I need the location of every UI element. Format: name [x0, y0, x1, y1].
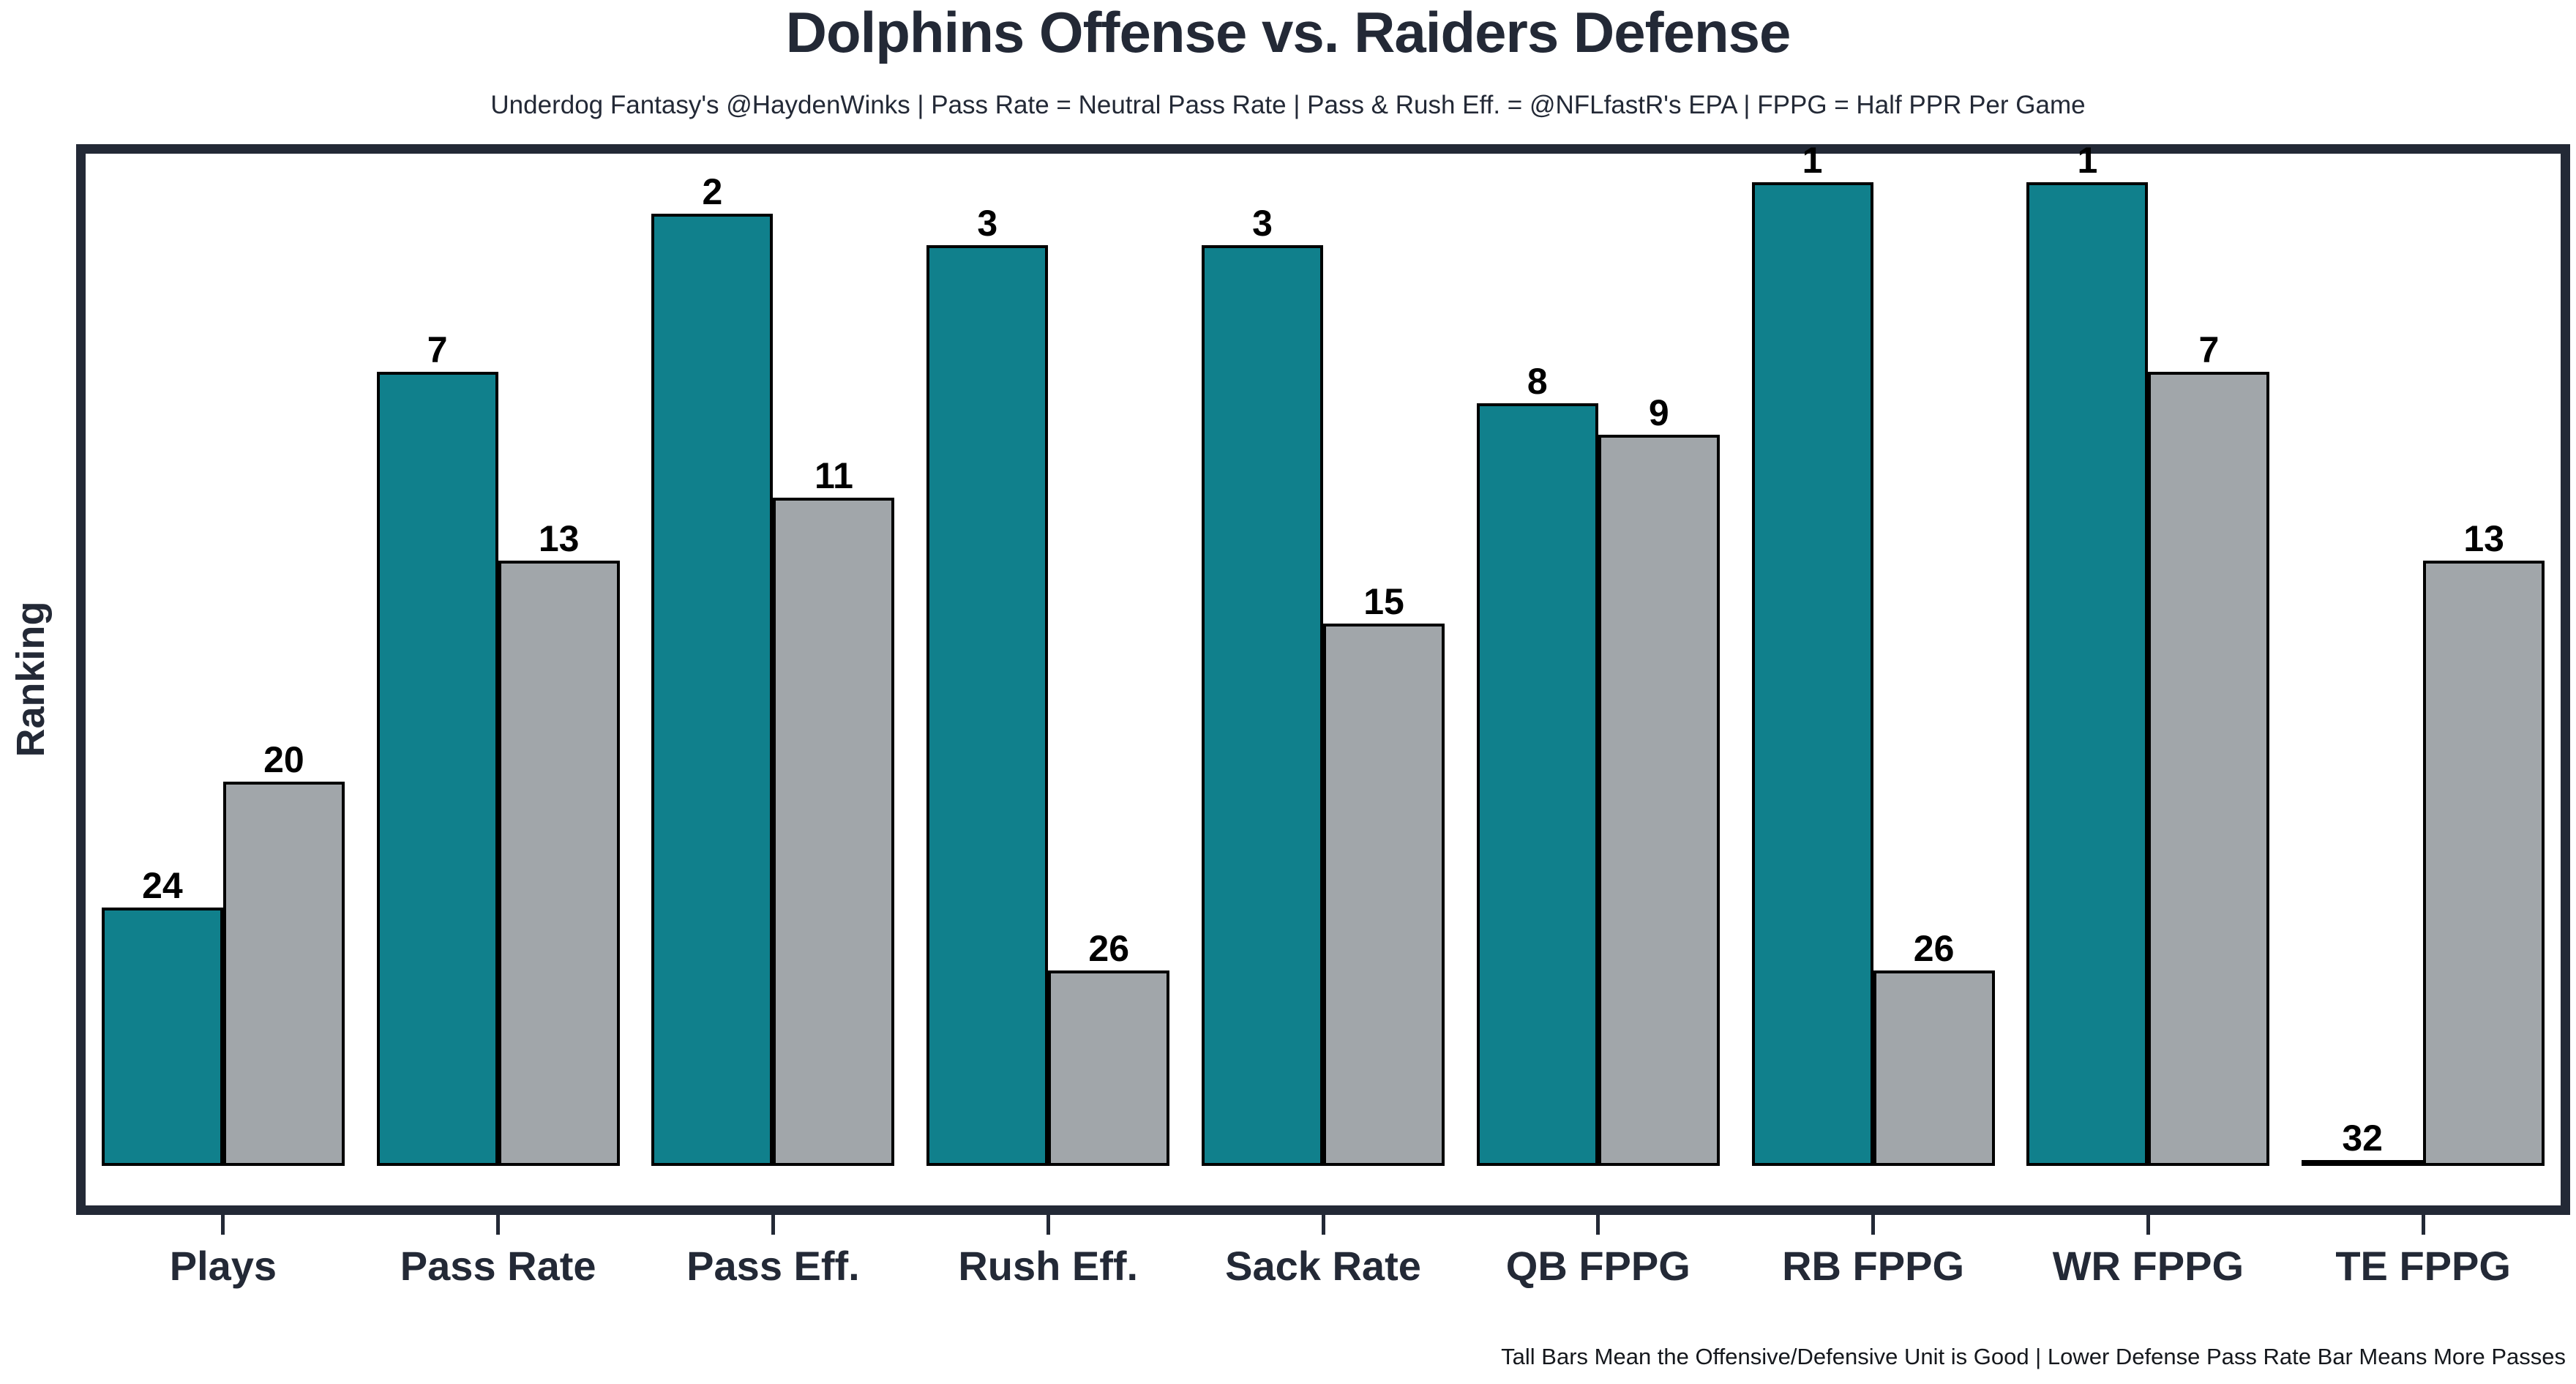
x-tick [221, 1215, 225, 1235]
offense-bar: 3 [1202, 205, 1324, 1166]
x-axis-label: Plays [169, 1243, 277, 1289]
bar-group: 1 26 [1736, 142, 2011, 1166]
bar-group: 3 26 [910, 188, 1186, 1166]
offense-bar: 3 [926, 205, 1049, 1166]
offense-bar: 32 [2302, 1120, 2424, 1166]
bar-value-label: 13 [2463, 518, 2504, 559]
bar-group: 3 15 [1186, 188, 1461, 1166]
x-axis-labels: Plays Pass Rate Pass Eff. Rush Eff. Sack Rat… [86, 1243, 2561, 1290]
x-axis-label: TE FPPG [2335, 1243, 2511, 1289]
x-axis-label: Sack Rate [1225, 1243, 1421, 1289]
footer-note: Tall Bars Mean the Offensive/Defensive U… [1501, 1344, 2566, 1369]
bar-group: 2 11 [636, 173, 911, 1166]
bar-group: 32 13 [2285, 188, 2561, 1166]
x-axis-label: Pass Rate [400, 1243, 596, 1289]
defense-bar: 15 [1323, 583, 1445, 1166]
x-tick [771, 1215, 775, 1235]
bar-value-label: 3 [977, 203, 998, 244]
bar-value-label: 32 [2342, 1118, 2383, 1159]
bar-value-label: 3 [1252, 203, 1273, 244]
bar-value-label: 9 [1648, 392, 1669, 433]
defense-bar: 26 [1048, 930, 1170, 1166]
offense-bar: 2 [651, 173, 774, 1166]
x-axis-label: Pass Eff. [686, 1243, 860, 1289]
defense-bar: 13 [498, 520, 620, 1166]
bar-group: 7 13 [361, 188, 636, 1166]
chart-subtitle: Underdog Fantasy's @HaydenWinks | Pass R… [490, 91, 2086, 119]
bar-value-label: 20 [263, 739, 304, 780]
offense-bar: 8 [1476, 363, 1598, 1166]
x-tick [2421, 1215, 2425, 1235]
x-axis-label: WR FPPG [2052, 1243, 2244, 1289]
bar-value-label: 15 [1363, 581, 1404, 622]
bar-value-label: 26 [1088, 928, 1130, 969]
bars-row: 24 20 7 13 2 11 3 26 3 15 8 9 1 26 1 7 32 13 [86, 142, 2561, 1166]
offense-bar: 7 [376, 332, 498, 1166]
bar-value-label: 8 [1527, 361, 1548, 402]
offense-bar: 1 [1751, 142, 1873, 1166]
defense-bar: 11 [773, 457, 895, 1166]
y-axis-label: Ranking [9, 601, 53, 758]
defense-bar: 26 [1873, 930, 1995, 1166]
defense-bar: 9 [1598, 394, 1720, 1166]
x-tick [2146, 1215, 2150, 1235]
bar-value-label: 13 [538, 518, 580, 559]
bar-value-label: 1 [2077, 140, 2098, 181]
defense-bar: 13 [2423, 520, 2545, 1166]
x-tick [1596, 1215, 1600, 1235]
x-tick [1321, 1215, 1325, 1235]
x-tick [496, 1215, 501, 1235]
x-axis-label: QB FPPG [1505, 1243, 1690, 1289]
x-axis-label: RB FPPG [1782, 1243, 1965, 1289]
bar-value-label: 24 [142, 865, 183, 906]
bar-value-label: 7 [2198, 329, 2220, 370]
chart-title: Dolphins Offense vs. Raiders Defense [785, 0, 1791, 64]
plot-area: 24 20 7 13 2 11 3 26 3 15 8 9 1 26 1 7 32 13 [76, 142, 2570, 1215]
offense-bar: 1 [2026, 142, 2149, 1166]
bar-value-label: 1 [1802, 140, 1823, 181]
x-axis-ticks [86, 1215, 2561, 1237]
x-tick [1046, 1215, 1050, 1235]
bar-group: 24 20 [86, 188, 361, 1166]
offense-bar: 24 [101, 867, 223, 1166]
bar-value-label: 26 [1913, 928, 1955, 969]
bar-value-label: 11 [815, 455, 853, 496]
x-axis-label: Rush Eff. [958, 1243, 1139, 1289]
bar-value-label: 2 [702, 171, 723, 212]
bar-value-label: 7 [427, 329, 448, 370]
defense-bar: 7 [2148, 332, 2270, 1166]
defense-bar: 20 [222, 741, 345, 1166]
x-tick [1871, 1215, 1876, 1235]
